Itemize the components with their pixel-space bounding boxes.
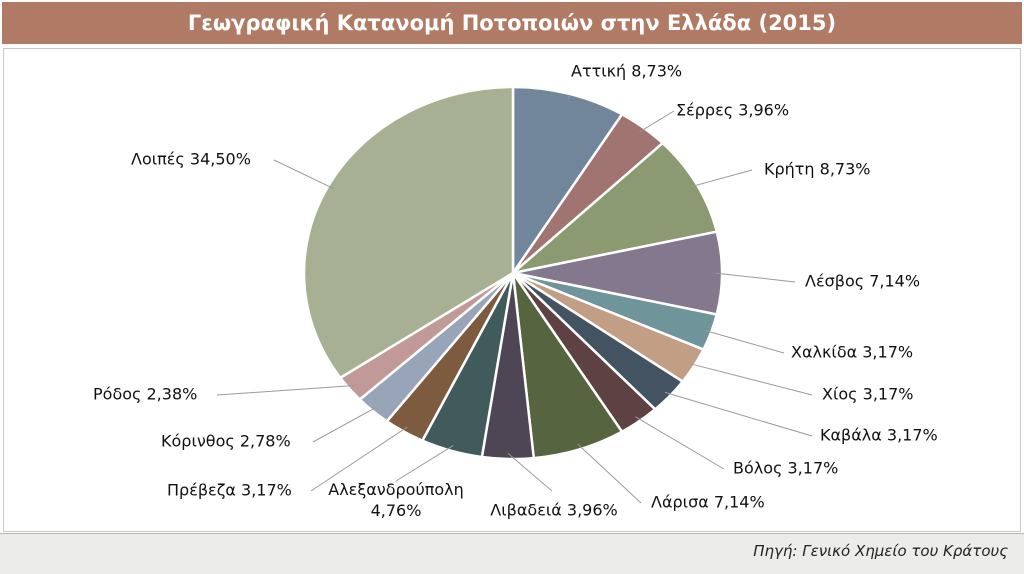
source-note: Πηγή: Γενικό Χημείο του Κράτους <box>753 542 1008 560</box>
data-label-14: Ρόδος 2,38% <box>93 385 197 404</box>
data-label-12: Πρέβεζα 3,17% <box>167 481 292 500</box>
data-label-11: Αλεξανδρούπολη 4,76% <box>328 480 464 520</box>
leader-line-7 <box>664 391 813 437</box>
leader-line-11 <box>395 444 454 482</box>
data-label-9: Λάρισα 7,14% <box>651 493 765 512</box>
leader-line-10 <box>507 453 553 492</box>
leader-line-1 <box>567 94 571 100</box>
pie-chart: Αττική 8,73% Σέρρες 3,96% Κρήτη 8,73% Λέσβο… <box>93 62 938 521</box>
plot-area: Αττική 8,73% Σέρρες 3,96% Κρήτη 8,73% Λέσβο… <box>3 48 1021 532</box>
pie-slice-1 <box>511 85 624 278</box>
chart-title: Γεωγραφική Κατανομή Ποτοποιών στην Ελλάδ… <box>187 11 837 35</box>
leader-line-8 <box>635 416 725 470</box>
leader-line-2 <box>639 110 675 133</box>
leader-line-9 <box>577 443 642 504</box>
leader-line-15 <box>273 159 335 190</box>
data-label-1: Αττική 8,73% <box>571 62 682 81</box>
leader-line-5 <box>704 330 785 354</box>
data-label-15: Λοιπές 34,50% <box>131 150 251 169</box>
leader-line-12 <box>310 426 408 492</box>
title-bar: Γεωγραφική Κατανομή Ποτοποιών στην Ελλάδ… <box>0 0 1024 46</box>
leader-line-4 <box>715 272 796 283</box>
leader-line-3 <box>690 169 753 188</box>
footer-bar: Πηγή: Γενικό Χημείο του Κράτους <box>0 533 1024 574</box>
leader-line-6 <box>688 362 813 396</box>
data-label-8: Βόλος 3,17% <box>733 459 838 478</box>
leader-line-13 <box>312 406 378 443</box>
data-label-3: Κρήτη 8,73% <box>764 160 870 179</box>
data-label-5: Χαλκίδα 3,17% <box>791 343 913 362</box>
leader-line-14 <box>216 385 355 396</box>
data-label-10: Λιβαδειά 3,96% <box>490 501 617 520</box>
data-label-13: Κόρινθος 2,78% <box>161 432 291 451</box>
data-label-2: Σέρρες 3,96% <box>676 101 789 120</box>
pie-slice-3 <box>508 141 719 276</box>
data-label-7: Καβάλα 3,17% <box>820 426 938 445</box>
data-label-6: Χίος 3,17% <box>822 385 913 404</box>
data-label-4: Λέσβος 7,14% <box>805 272 920 291</box>
